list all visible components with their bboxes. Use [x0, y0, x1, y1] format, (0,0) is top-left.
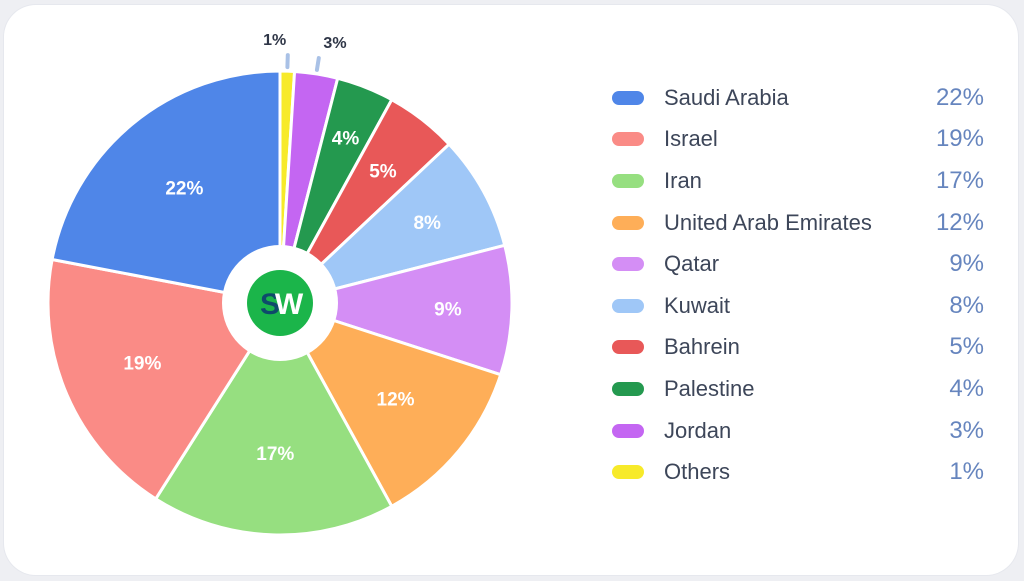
legend-label: Others: [664, 459, 731, 485]
legend-value: 17%: [935, 166, 984, 194]
legend-item-israel[interactable]: Israel 19%: [612, 119, 984, 161]
legend-value: 12%: [935, 208, 984, 236]
legend-value: 9%: [949, 250, 984, 278]
slice-label-saudi-arabia: 22%: [165, 178, 203, 199]
legend-label: Israel: [664, 126, 718, 152]
slice-label-israel: 19%: [123, 354, 161, 375]
slice-label-united-arab-emirates: 12%: [377, 390, 415, 411]
leader-line-jordan: [314, 56, 321, 72]
legend-swatch: [612, 215, 644, 230]
slice-label-iran: 17%: [256, 444, 294, 465]
legend-swatch: [612, 340, 644, 355]
slice-label-others: 1%: [263, 32, 286, 49]
sw-logo-s: S: [260, 288, 280, 321]
legend-swatch: [612, 381, 644, 396]
legend-label: Iran: [664, 167, 702, 193]
legend-label: Kuwait: [664, 292, 731, 318]
legend-label: Bahrein: [664, 334, 740, 360]
sw-logo-w: W: [275, 288, 304, 321]
legend-swatch: [612, 257, 644, 272]
legend-label: United Arab Emirates: [664, 209, 872, 235]
legend-label: Qatar: [664, 251, 720, 277]
pie-slice-united-arab-emirates[interactable]: [278, 301, 503, 508]
legend-value: 5%: [949, 333, 984, 361]
slice-label-palestine: 4%: [332, 128, 360, 149]
legend-item-kuwait[interactable]: Kuwait 8%: [612, 285, 984, 327]
pie-slice-kuwait[interactable]: [278, 142, 507, 305]
legend-swatch: [612, 423, 644, 438]
legend: Saudi Arabia 22% Israel 19% Iran 17% United Ar…: [612, 77, 984, 493]
legend-item-saudi-arabia[interactable]: Saudi Arabia 22%: [612, 77, 984, 119]
legend-value: 1%: [949, 458, 984, 486]
legend-value: 3%: [949, 416, 984, 444]
legend-label: Jordan: [664, 417, 732, 443]
legend-swatch: [612, 173, 644, 188]
slice-label-kuwait: 8%: [413, 213, 441, 234]
legend-item-iran[interactable]: Iran 17%: [612, 160, 984, 202]
pie-slice-israel[interactable]: [46, 258, 282, 501]
pie-slice-labels: 1% 3% 4% 5% 8% 9% 12% 17% 19% 22%: [123, 32, 461, 465]
legend-value: 8%: [949, 291, 984, 319]
slice-label-jordan: 3%: [323, 35, 346, 52]
legend-value: 4%: [949, 374, 984, 402]
slice-label-qatar: 9%: [434, 299, 462, 320]
legend-swatch: [612, 298, 644, 313]
legend-label: Palestine: [664, 375, 755, 401]
pie-chart: 1% 3% 4% 5% 8% 9% 12% 17% 19% 22% S W: [46, 32, 514, 537]
legend-swatch: [612, 132, 644, 147]
legend-item-united-arab-emirates[interactable]: United Arab Emirates 12%: [612, 202, 984, 244]
legend-item-jordan[interactable]: Jordan 3%: [612, 410, 984, 452]
sw-logo: [247, 270, 313, 336]
pie-slices: [46, 69, 514, 537]
legend-item-qatar[interactable]: Qatar 9%: [612, 243, 984, 285]
pie-center: S W: [222, 245, 338, 361]
pie-slice-saudi-arabia[interactable]: [50, 69, 282, 305]
chart-card: 1% 3% 4% 5% 8% 9% 12% 17% 19% 22% S W Saudi Arabi…: [4, 5, 1018, 575]
legend-value: 19%: [935, 125, 984, 153]
pie-slice-qatar[interactable]: [278, 243, 514, 377]
slice-label-bahrein: 5%: [369, 161, 397, 182]
legend-label: Saudi Arabia: [664, 84, 789, 110]
legend-value: 22%: [935, 83, 984, 111]
legend-swatch: [612, 90, 644, 105]
legend-item-palestine[interactable]: Palestine 4%: [612, 368, 984, 410]
legend-item-bahrein[interactable]: Bahrein 5%: [612, 327, 984, 369]
pie-slice-iran[interactable]: [154, 301, 394, 537]
legend-item-others[interactable]: Others 1%: [612, 451, 984, 493]
legend-swatch: [612, 465, 644, 480]
